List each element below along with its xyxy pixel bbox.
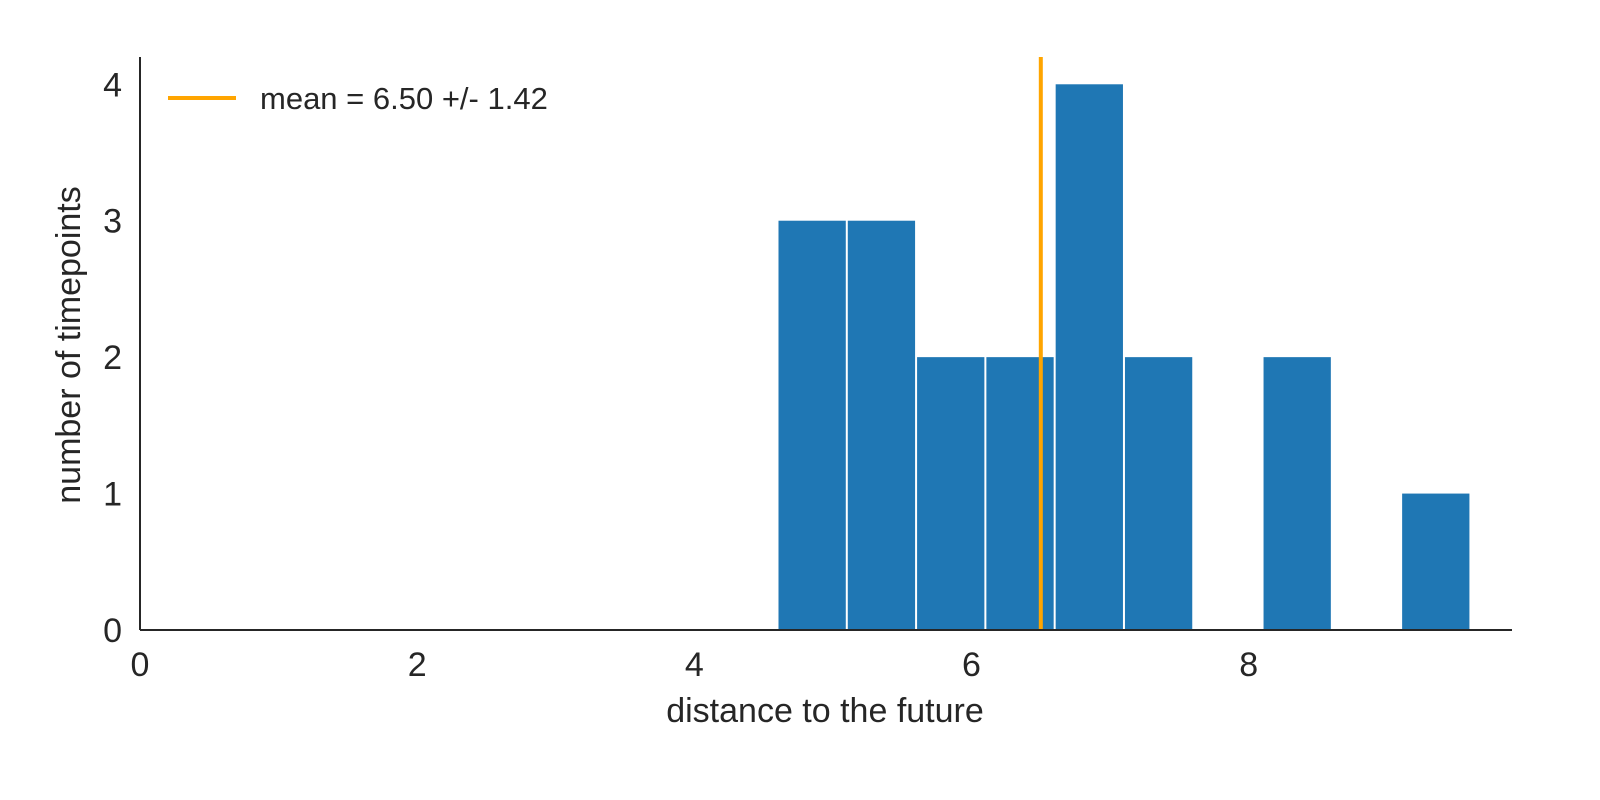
- x-tick-labels: 0 2 4 6 8: [131, 646, 1259, 684]
- y-tick-label: 4: [103, 66, 122, 104]
- histogram-bar: [1263, 357, 1331, 630]
- x-tick-label: 4: [685, 646, 704, 684]
- y-tick-labels: 0 1 2 3 4: [103, 66, 122, 650]
- histogram-bar: [986, 357, 1054, 630]
- x-tick-label: 2: [408, 646, 427, 684]
- y-axis-label: number of timepoints: [50, 186, 88, 504]
- y-tick-label: 1: [103, 476, 122, 514]
- x-tick-label: 8: [1239, 646, 1258, 684]
- histogram-bar: [1055, 84, 1123, 631]
- x-tick-label: 6: [962, 646, 981, 684]
- legend-mean-label: mean = 6.50 +/- 1.42: [260, 81, 548, 116]
- histogram-bar: [778, 220, 846, 630]
- y-tick-label: 0: [103, 612, 122, 650]
- legend: mean = 6.50 +/- 1.42: [168, 81, 548, 116]
- y-tick-label: 2: [103, 339, 122, 377]
- histogram-bar: [1124, 357, 1193, 630]
- histogram-bar: [847, 220, 916, 630]
- histogram-bars: [778, 84, 1470, 631]
- x-axis-label: distance to the future: [666, 692, 984, 730]
- histogram-bar: [1402, 493, 1470, 630]
- y-tick-label: 3: [103, 203, 122, 241]
- histogram-bar: [917, 357, 985, 630]
- x-tick-label: 0: [131, 646, 150, 684]
